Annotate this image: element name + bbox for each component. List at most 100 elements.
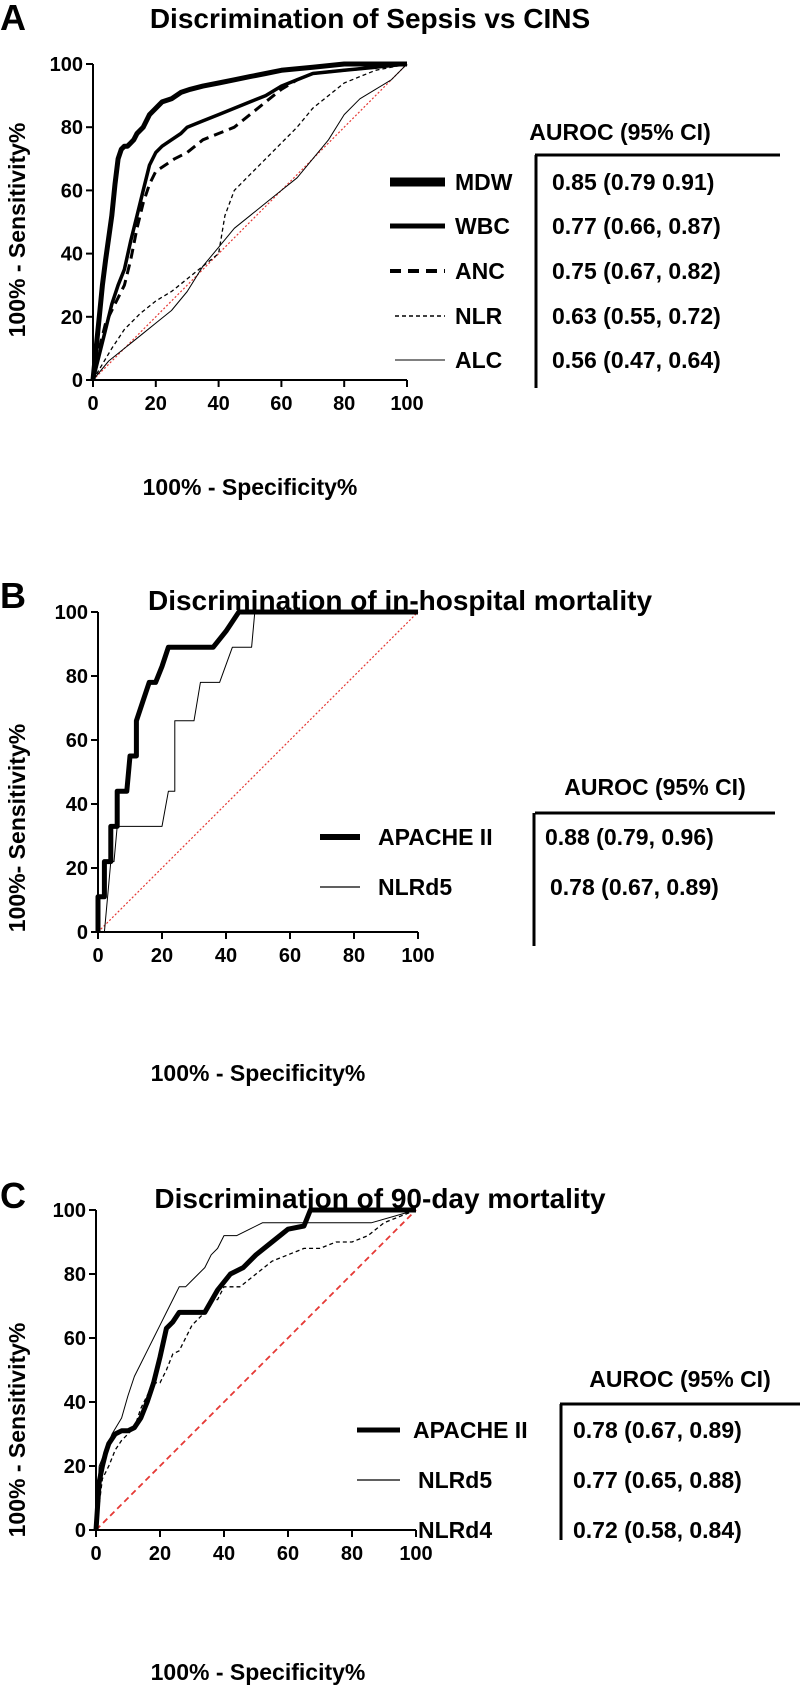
x-tick-label: 100 <box>390 393 423 415</box>
y-tick-label: 40 <box>61 244 83 266</box>
x-tick-label: 20 <box>149 1543 171 1565</box>
series-line-nlrd4 <box>95 1209 417 1531</box>
x-axis-label: 100% - Specificity% <box>143 474 358 500</box>
y-tick-label: 0 <box>75 1520 86 1542</box>
panel-a: A Discrimination of Sepsis vs CINS 0 20 40… <box>0 0 780 500</box>
auroc-table-rules <box>534 153 780 388</box>
panel-label: A <box>0 0 26 38</box>
auroc-value: 0.75 (0.67, 0.82) <box>552 258 721 284</box>
auroc-value: 0.63 (0.55, 0.72) <box>552 303 721 329</box>
legend-label: APACHE II <box>413 1417 528 1443</box>
auroc-value: 0.85 (0.79 0.91) <box>552 169 714 195</box>
x-tick-label: 60 <box>279 945 301 967</box>
reference-line <box>95 1209 417 1531</box>
legend-label: ALC <box>455 347 502 373</box>
auroc-table-header: AUROC (95% CI) <box>589 1366 770 1392</box>
auroc-table-header: AUROC (95% CI) <box>529 119 710 145</box>
y-tick-label: 0 <box>72 370 83 392</box>
series-line-wbc <box>91 62 408 381</box>
x-tick-label: 80 <box>343 945 365 967</box>
series-line-anc <box>91 62 408 381</box>
y-tick-label: 100 <box>53 1200 86 1222</box>
y-tick-label: 60 <box>66 730 88 752</box>
y-tick-label: 60 <box>64 1328 86 1350</box>
y-tick-label: 20 <box>61 307 83 329</box>
x-tick-label: 0 <box>87 393 98 415</box>
chart-title: Discrimination of Sepsis vs CINS <box>150 3 590 34</box>
reference-line <box>97 611 419 933</box>
auroc-value: 0.78 (0.67, 0.89) <box>573 1417 742 1443</box>
y-axis-label: 100%- Sensitivity% <box>4 724 30 932</box>
legend-label: NLRd4 <box>418 1517 492 1543</box>
legend: APACHE II 0.88 (0.79, 0.96) NLRd5 0.78 (… <box>320 824 719 900</box>
x-axis-label: 100% - Specificity% <box>151 1060 366 1086</box>
x-tick-label: 20 <box>151 945 173 967</box>
x-tick-label: 0 <box>90 1543 101 1565</box>
auroc-value: 0.77 (0.66, 0.87) <box>552 213 721 239</box>
y-tick-label: 80 <box>66 666 88 688</box>
y-tick-label: 20 <box>66 858 88 880</box>
legend-item-alc: ALC 0.56 (0.47, 0.64) <box>395 347 721 373</box>
legend-label: MDW <box>455 169 513 195</box>
auroc-value: 0.78 (0.67, 0.89) <box>550 874 719 900</box>
reference-line <box>92 63 408 381</box>
legend-label: ANC <box>455 258 505 284</box>
series-line-mdw <box>90 61 407 381</box>
auroc-value: 0.72 (0.58, 0.84) <box>573 1517 742 1543</box>
legend-item-nlrd5: NLRd5 0.77 (0.65, 0.88) <box>357 1467 742 1493</box>
x-tick-label: 40 <box>215 945 237 967</box>
auroc-table-rules <box>532 811 775 946</box>
x-tick-label: 80 <box>341 1543 363 1565</box>
x-tick-label: 20 <box>145 393 167 415</box>
panel-label: B <box>0 575 26 616</box>
panel-b: B Discrimination of in-hospital mortalit… <box>0 575 775 1086</box>
series-line-alc <box>92 63 408 381</box>
series-line-apache-ii <box>93 1207 416 1531</box>
series-line-nlrd5 <box>95 1209 417 1531</box>
legend-label: NLR <box>455 303 503 329</box>
y-tick-label: 60 <box>61 180 83 202</box>
x-tick-label: 0 <box>92 945 103 967</box>
legend-item-apache-ii: APACHE II 0.78 (0.67, 0.89) <box>357 1417 742 1443</box>
legend-label: NLRd5 <box>378 874 452 900</box>
panel-c: C Discrimination of 90-day mortality 0 20… <box>0 1175 800 1685</box>
legend: MDW 0.85 (0.79 0.91) WBC 0.77 (0.66, 0.8… <box>390 169 721 373</box>
y-tick-label: 80 <box>61 117 83 139</box>
legend-item-nlrd5: NLRd5 0.78 (0.67, 0.89) <box>320 874 719 900</box>
y-tick-label: 80 <box>64 1264 86 1286</box>
legend: APACHE II 0.78 (0.67, 0.89) NLRd5 0.77 (… <box>357 1417 742 1543</box>
x-tick-label: 100 <box>399 1543 432 1565</box>
x-tick-label: 40 <box>213 1543 235 1565</box>
legend-item-nlrd4: NLRd4 0.72 (0.58, 0.84) <box>357 1517 742 1543</box>
legend-item-wbc: WBC 0.77 (0.66, 0.87) <box>390 213 721 239</box>
auroc-value: 0.56 (0.47, 0.64) <box>552 347 721 373</box>
legend-item-apache-ii: APACHE II 0.88 (0.79, 0.96) <box>320 824 714 850</box>
plot-area: 0 20 40 60 80 100 0 20 40 60 80 100 <box>50 54 424 415</box>
panel-label: C <box>0 1175 26 1216</box>
legend-label: NLRd5 <box>418 1467 492 1493</box>
x-tick-label: 100 <box>401 945 434 967</box>
legend-item-nlr: NLR 0.63 (0.55, 0.72) <box>395 303 721 329</box>
y-tick-label: 40 <box>66 794 88 816</box>
x-axis-label: 100% - Specificity% <box>151 1659 366 1685</box>
series-line-nlr <box>92 63 408 381</box>
y-tick-label: 100 <box>50 54 83 76</box>
y-axis-label: 100% - Sensitivity% <box>4 123 30 338</box>
series-line-nlrd5 <box>98 611 418 933</box>
x-tick-label: 80 <box>333 393 355 415</box>
legend-label: APACHE II <box>378 824 493 850</box>
auroc-value: 0.88 (0.79, 0.96) <box>545 824 714 850</box>
auroc-table-rules <box>559 1402 800 1540</box>
legend-label: WBC <box>455 213 510 239</box>
y-tick-label: 0 <box>77 922 88 944</box>
x-tick-label: 60 <box>277 1543 299 1565</box>
legend-item-anc: ANC 0.75 (0.67, 0.82) <box>390 258 721 284</box>
x-tick-label: 60 <box>270 393 292 415</box>
plot-area: 0 20 40 60 80 100 0 20 40 60 80 100 <box>53 1200 433 1565</box>
plot-area: 0 20 40 60 80 100 0 20 40 60 80 100 <box>55 602 435 967</box>
legend-item-mdw: MDW 0.85 (0.79 0.91) <box>390 169 714 195</box>
y-tick-label: 20 <box>64 1456 86 1478</box>
y-tick-label: 40 <box>64 1392 86 1414</box>
x-tick-label: 40 <box>207 393 229 415</box>
